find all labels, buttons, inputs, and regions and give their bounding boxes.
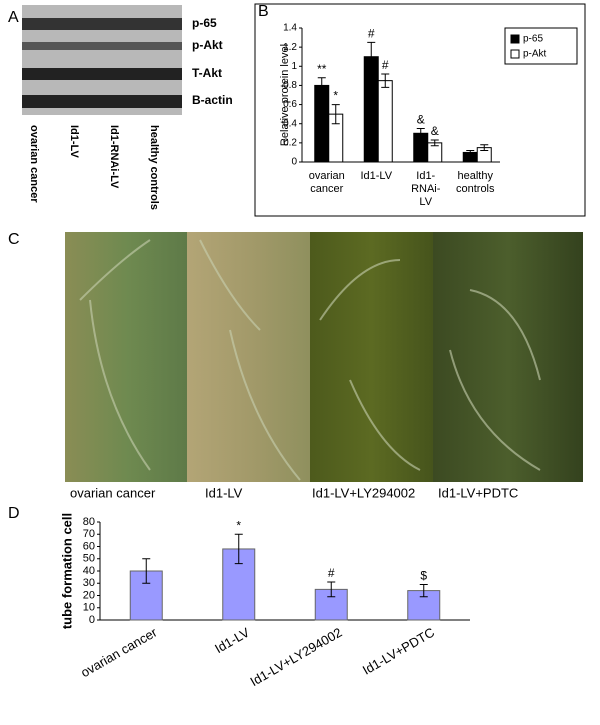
- y-tick-label: 30: [83, 577, 95, 589]
- x-tick-label: Id1-LV: [212, 624, 252, 656]
- blot-band: [22, 42, 182, 50]
- micrograph: [433, 232, 583, 482]
- error-bar: [466, 150, 475, 155]
- panel-frame: [254, 3, 586, 217]
- band-label: T-Akt: [192, 66, 222, 80]
- lane-label: ovarian cancer: [28, 125, 40, 203]
- panel-letter: B: [258, 3, 269, 20]
- y-tick-label: 80: [83, 516, 95, 528]
- x-tick-label: healthy controls: [456, 170, 495, 195]
- significance-mark: &: [431, 124, 439, 138]
- error-bar: [331, 104, 340, 125]
- band-label: p-65: [192, 16, 217, 30]
- micrograph: [65, 232, 187, 482]
- error-bar: [381, 73, 390, 88]
- y-tick-label: 0: [291, 157, 297, 168]
- bar: [377, 80, 393, 163]
- blot-band: [22, 95, 182, 108]
- cell-tube: [79, 239, 541, 481]
- x-tick-label: ovarian cancer: [78, 624, 160, 680]
- y-tick-label: 50: [83, 553, 95, 565]
- bar: [363, 56, 379, 163]
- y-tick-label: 0.2: [283, 137, 297, 148]
- y-tick-label: 10: [83, 602, 95, 614]
- band-label: B-actin: [192, 93, 233, 107]
- y-tick-label: 0: [89, 614, 95, 626]
- legend-label: p-65: [523, 34, 543, 45]
- y-tick-label: 20: [83, 589, 95, 601]
- micrograph-label: ovarian cancer: [70, 485, 156, 500]
- panel-letter: A: [8, 9, 19, 26]
- x-tick-label: Id1-LV+LY294002: [248, 625, 345, 690]
- error-bar: [367, 41, 376, 72]
- error-bar: [317, 77, 326, 94]
- lane-label: Id1-RNAi-LV: [108, 125, 120, 189]
- error-bar: [416, 128, 425, 139]
- error-bar: [480, 144, 489, 152]
- micrograph-label: Id1-LV: [205, 485, 243, 500]
- micrograph: [310, 232, 433, 482]
- significance-mark: *: [333, 89, 338, 103]
- micrograph: [187, 232, 310, 482]
- significance-mark: &: [417, 113, 425, 127]
- y-tick-label: 0.8: [283, 80, 297, 91]
- x-tick-label: Id1-LV: [360, 170, 392, 182]
- error-bar: [234, 533, 243, 565]
- significance-mark: #: [368, 27, 375, 41]
- y-tick-label: 0.4: [283, 118, 297, 129]
- blot-band: [22, 18, 182, 30]
- error-bar: [419, 583, 428, 598]
- micrograph-label: Id1-LV+LY294002: [312, 485, 415, 500]
- significance-mark: #: [328, 566, 335, 580]
- error-bar: [142, 558, 151, 584]
- y-axis-label: Relative protein level: [279, 44, 291, 146]
- y-tick-label: 1.2: [283, 42, 297, 53]
- blot-band: [22, 68, 182, 80]
- micrograph-label: Id1-LV+PDTC: [438, 485, 518, 500]
- lane-label: Id1-LV: [68, 125, 80, 158]
- error-bar: [327, 581, 336, 598]
- significance-mark: **: [317, 62, 327, 76]
- significance-mark: #: [382, 58, 389, 72]
- band-label: p-Akt: [192, 38, 223, 52]
- x-tick-label: Id1-LV+PDTC: [360, 625, 437, 678]
- error-bar: [430, 139, 439, 147]
- significance-mark: $: [420, 569, 427, 583]
- legend-label: p-Akt: [523, 49, 547, 60]
- legend-swatch: [510, 34, 520, 44]
- significance-mark: *: [236, 518, 241, 532]
- y-tick-label: 1.4: [283, 23, 297, 34]
- y-tick-label: 40: [83, 565, 95, 577]
- western-blot: [22, 5, 182, 115]
- panel-letter: D: [8, 505, 20, 522]
- x-tick-label: ovarian cancer: [309, 170, 345, 195]
- y-tick-label: 0.6: [283, 99, 297, 110]
- lane-label: healthy controls: [148, 125, 160, 210]
- x-tick-label: Id1-RNAi-LV: [411, 170, 441, 208]
- y-tick-label: 70: [83, 528, 95, 540]
- legend-swatch: [510, 49, 520, 59]
- panel-letter: C: [8, 231, 20, 248]
- y-tick-label: 1: [291, 61, 297, 72]
- bar: [314, 84, 330, 163]
- y-axis-label: tube formation cell: [59, 513, 74, 629]
- y-tick-label: 60: [83, 540, 95, 552]
